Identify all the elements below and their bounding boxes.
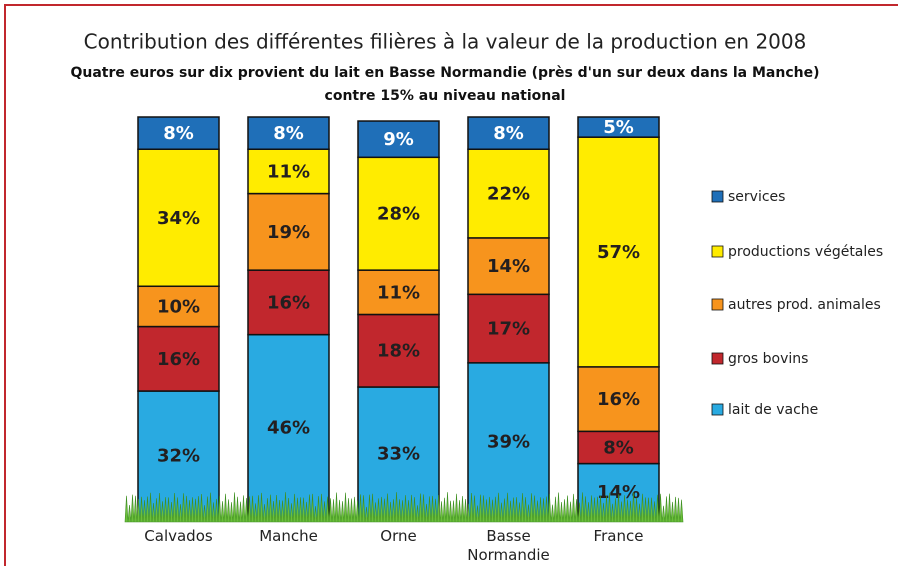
value-label: 14%	[487, 256, 530, 277]
value-label: 8%	[493, 123, 524, 144]
chart-title: Contribution des différentes filières à …	[84, 30, 807, 54]
legend-label: lait de vache	[728, 402, 818, 418]
value-label: 11%	[377, 282, 420, 303]
legend-swatch	[712, 299, 723, 310]
legend-label: gros bovins	[728, 351, 808, 367]
value-label: 19%	[267, 222, 310, 243]
legend-swatch	[712, 353, 723, 364]
value-label: 39%	[487, 431, 530, 452]
value-label: 8%	[273, 123, 304, 144]
value-label: 8%	[603, 437, 634, 458]
legend-swatch	[712, 404, 723, 415]
value-label: 11%	[267, 161, 310, 182]
value-label: 46%	[267, 417, 310, 438]
x-tick-label: Calvados	[134, 527, 224, 546]
value-label: 9%	[383, 129, 414, 150]
value-label: 8%	[163, 123, 194, 144]
legend-label: autres prod. animales	[728, 297, 881, 313]
value-label: 18%	[377, 341, 420, 362]
value-label: 16%	[267, 292, 310, 313]
value-label: 16%	[597, 389, 640, 410]
legend-swatch	[712, 246, 723, 257]
x-tick-label: France	[574, 527, 664, 546]
value-label: 34%	[157, 208, 200, 229]
value-label: 5%	[603, 117, 634, 138]
legend-label: services	[728, 189, 785, 205]
page: Contribution des différentes filières à …	[0, 0, 898, 566]
value-label: 32%	[157, 446, 200, 467]
x-tick-label: Manche	[244, 527, 334, 546]
legend-swatch	[712, 191, 723, 202]
value-label: 16%	[157, 349, 200, 370]
value-label: 17%	[487, 319, 530, 340]
value-label: 10%	[157, 296, 200, 317]
value-label: 33%	[377, 444, 420, 465]
x-tick-label: Orne	[354, 527, 444, 546]
legend-label: productions végétales	[728, 244, 883, 260]
chart-subtitle: contre 15% au niveau national	[325, 88, 566, 104]
x-tick-label: Basse Normandie	[464, 527, 554, 565]
value-label: 28%	[377, 204, 420, 225]
value-label: 57%	[597, 242, 640, 263]
value-label: 22%	[487, 184, 530, 205]
chart-subtitle: Quatre euros sur dix provient du lait en…	[70, 65, 819, 81]
chart: Contribution des différentes filières à …	[0, 0, 898, 566]
